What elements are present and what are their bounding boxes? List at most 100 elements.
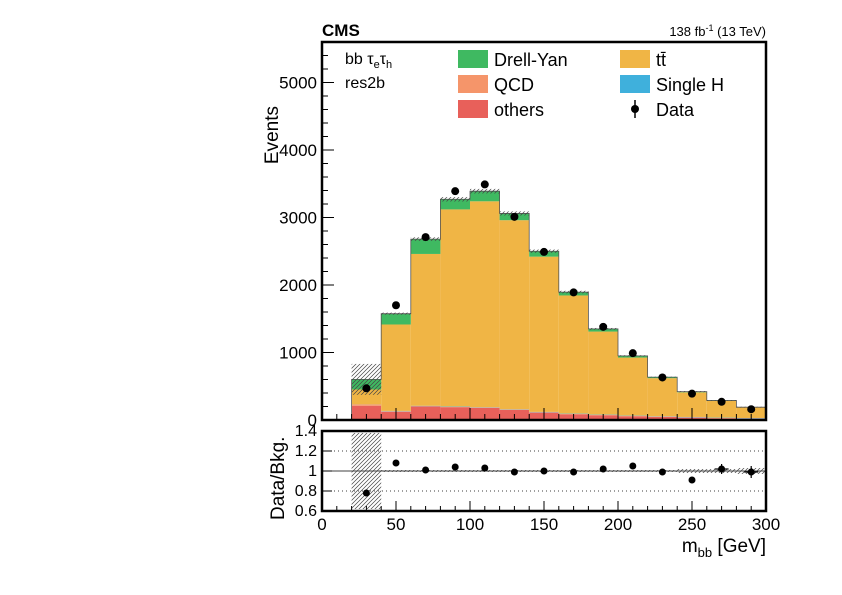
ratio-point [422,466,430,474]
x-tick-label: 150 [530,515,558,534]
ratio-point [540,467,548,475]
bar-ttbar [706,400,737,418]
data-point [688,389,696,398]
bar-ttbar [470,201,500,408]
luminosity-label: 138 fb-1 (13 TeV) [669,23,766,39]
ratio-point [658,468,666,476]
y-tick-label: 4000 [279,141,317,160]
x-tick-label: 50 [387,515,406,534]
ratio-point [451,463,459,471]
bar-drell-yan [381,313,411,325]
main-axes: 0 1000 2000 3000 4000 5000 [279,55,767,430]
bar-drell-yan [440,199,470,210]
bar-others [410,406,441,420]
legend-label-qcd: QCD [494,75,534,95]
ratio-y-axis-title: Data/Bkg. [268,437,289,520]
ratio-point [599,465,607,473]
y-axis-title: Events [262,106,283,164]
legend-swatch-qcd [458,75,488,93]
ratio-point [510,468,518,476]
data-point [599,322,608,331]
ratio-y-tick-label: 0.6 [295,503,317,520]
legend-label-others: others [494,100,544,120]
data-point [540,247,548,256]
x-tick-label: 100 [456,515,484,534]
ratio-uncertainty-band [351,433,766,509]
bar-ttbar [410,253,441,406]
y-tick-label: 2000 [279,276,317,295]
ratio-band-bin [618,470,648,472]
x-tick-label: 200 [604,515,632,534]
legend: Drell-Yan tt̄ QCD Single H others Data [458,50,724,120]
legend-label-single-h: Single H [656,75,724,95]
ratio-point [629,462,637,470]
ratio-band-bin [381,470,411,472]
data-point [569,288,578,297]
y-tick-label: 5000 [279,74,317,93]
legend-swatch-single-h [620,75,650,93]
bar-drell-yan [410,239,441,254]
data-point [747,405,756,414]
bar-others [470,407,500,420]
legend-swatch-drell-yan [458,50,488,68]
data-point [362,384,371,393]
bar-others [440,407,470,420]
ratio-point [570,468,578,476]
bar-ttbar [499,220,530,410]
x-axis-title: mbb [GeV] [682,536,766,560]
legend-marker-data [631,105,639,113]
uncertainty-hatch [470,188,500,194]
y-tick-label: 0 [308,411,317,430]
x-tick-label: 300 [752,515,780,534]
legend-label-data: Data [656,100,695,120]
bar-others [351,405,382,420]
legend-label-drell-yan: Drell-Yan [494,50,568,70]
bar-ttbar [440,209,470,407]
ratio-points [362,459,759,497]
data-point [451,187,460,196]
ratio-y-tick-label: 1.4 [295,423,317,440]
data-point [658,373,667,382]
y-tick-label: 3000 [279,209,317,228]
x-tick-label: 0 [317,515,326,534]
legend-swatch-others [458,100,488,118]
ratio-band-bin [351,433,382,509]
ratio-point [718,465,726,473]
data-point [480,180,489,189]
ratio-y-tick-label: 1 [308,463,317,480]
y-tick-label: 1000 [279,344,317,363]
uncertainty-hatch [381,312,411,315]
bar-ttbar [647,378,678,417]
ratio-band-bin [677,469,707,473]
data-point [392,301,400,310]
data-point [510,212,519,221]
channel-label: bb τeτh [345,51,392,71]
ratio-band-bin [440,470,470,472]
data-point [717,397,726,406]
ratio-point [481,464,489,472]
bar-ttbar [618,357,648,416]
legend-label-ttbar: tt̄ [656,50,666,70]
ratio-y-tick-label: 1.2 [295,443,317,460]
data-point [628,349,637,358]
ratio-axes: 0.6 0.8 1 1.2 1.4 0 50 100 150 200 250 300 [295,423,780,534]
ratio-point [747,468,755,476]
bar-qcd [351,404,382,406]
ratio-point [688,476,696,484]
legend-swatch-ttbar [620,50,650,68]
bar-drell-yan [470,191,500,202]
x-tick-label: 250 [678,515,706,534]
ratio-y-tick-label: 0.8 [295,483,317,500]
ratio-point [392,459,400,467]
stacked-histogram [322,190,766,421]
data-point [421,233,430,242]
bar-ttbar [558,295,589,414]
bar-ttbar [588,331,618,415]
category-label: res2b [345,75,385,92]
bar-ttbar [381,324,411,411]
ratio-point [362,489,370,497]
uncertainty-hatch [440,197,470,202]
bar-ttbar [529,256,559,412]
data-points [362,180,756,414]
